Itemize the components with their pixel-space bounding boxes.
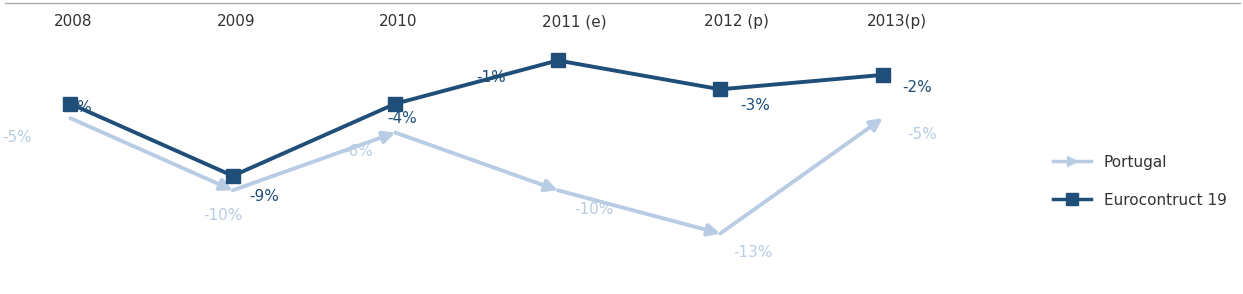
- Text: -4%: -4%: [62, 100, 92, 115]
- Text: -5%: -5%: [907, 127, 937, 142]
- Text: -3%: -3%: [740, 98, 769, 113]
- Text: 2012 (p): 2012 (p): [704, 14, 769, 29]
- Text: -4%: -4%: [387, 111, 416, 126]
- Text: -1%: -1%: [476, 70, 506, 85]
- Text: 2011 (e): 2011 (e): [542, 14, 607, 29]
- Text: -9%: -9%: [249, 189, 278, 204]
- Text: 2009: 2009: [216, 14, 255, 29]
- Text: -6%: -6%: [343, 144, 373, 159]
- Legend: Portugal, Eurocontruct 19: Portugal, Eurocontruct 19: [1047, 149, 1233, 214]
- Text: -10%: -10%: [574, 202, 613, 217]
- Text: 2008: 2008: [53, 14, 92, 29]
- Text: -13%: -13%: [733, 245, 773, 260]
- Text: 2013(p): 2013(p): [866, 14, 926, 29]
- Text: -2%: -2%: [902, 80, 932, 95]
- Text: -10%: -10%: [204, 208, 242, 223]
- Text: -5%: -5%: [2, 130, 32, 145]
- Text: 2010: 2010: [379, 14, 418, 29]
